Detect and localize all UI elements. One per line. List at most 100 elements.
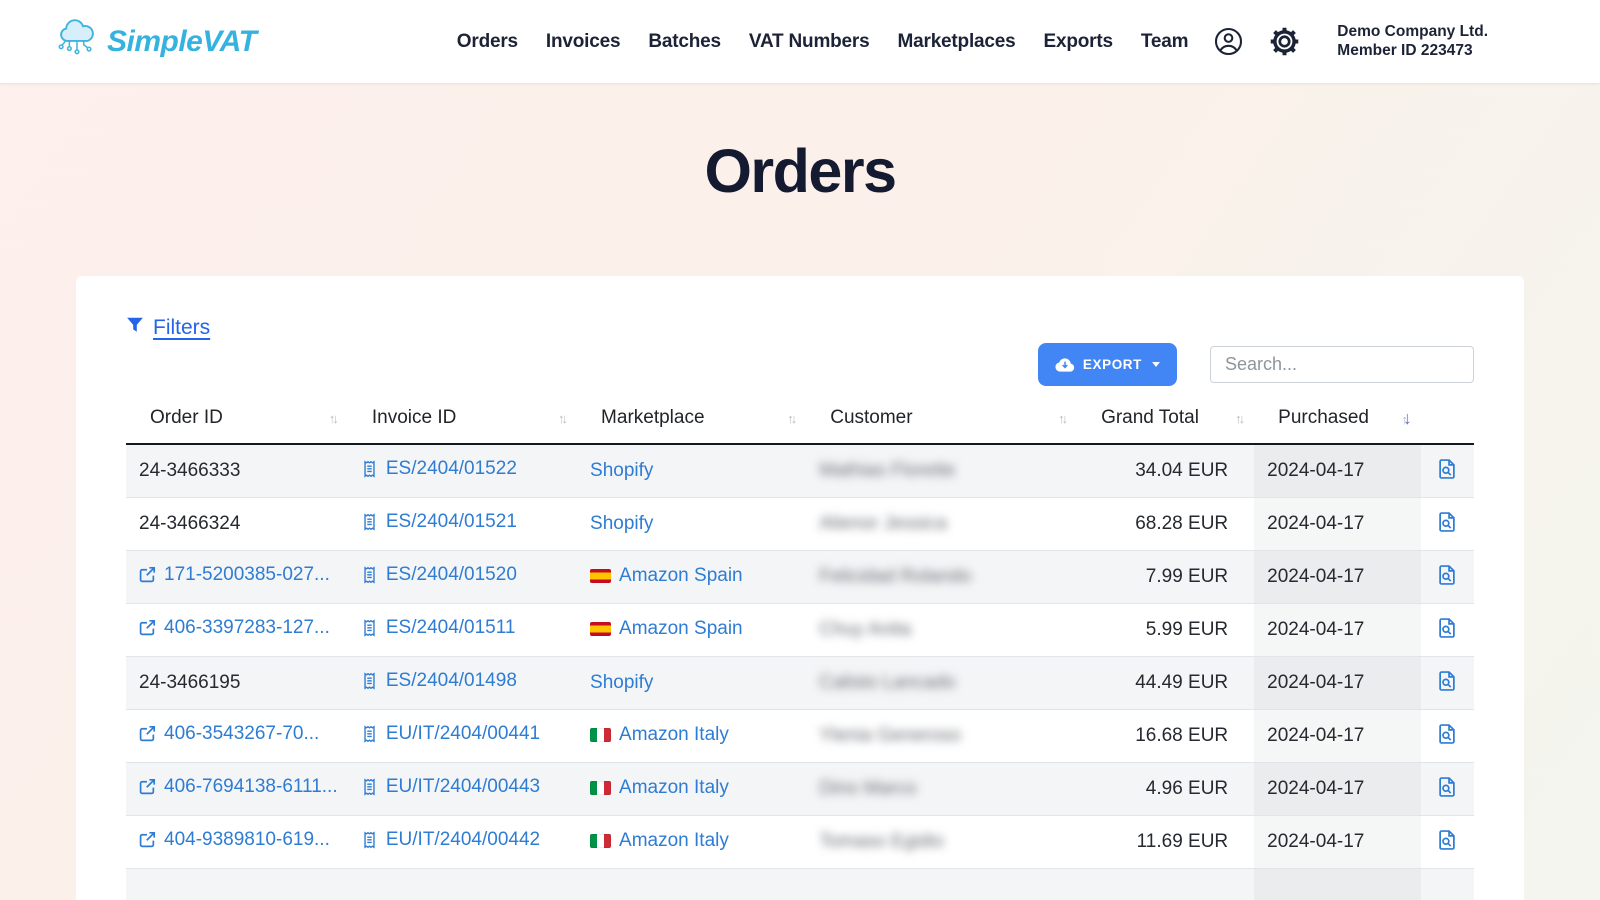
- invoice-link[interactable]: ES/2404/01498: [361, 670, 517, 692]
- column-header-actions: [1420, 395, 1474, 445]
- invoice-link[interactable]: ES/2404/01521: [361, 511, 517, 533]
- table-row: 406-3397283-127... ES/2404/01511 Amazon Sp…: [126, 603, 1474, 657]
- filters-label: Filters: [153, 316, 211, 339]
- grand-total-cell: 11.69 EUR: [1077, 815, 1255, 869]
- order-id: 24-3466333: [139, 459, 241, 481]
- grand-total-cell: 16.68 EUR: [1077, 709, 1255, 763]
- column-header-customer[interactable]: Customer ↑↓: [806, 395, 1078, 445]
- column-header-grand-total[interactable]: Grand Total ↑↓: [1077, 395, 1255, 445]
- order-id-cell: 24-3466195: [126, 656, 348, 710]
- filters-link[interactable]: Filters: [126, 316, 210, 340]
- nav-item-marketplaces[interactable]: Marketplaces: [897, 30, 1016, 52]
- marketplace-cell: Amazon Spain: [577, 550, 807, 604]
- table-row: 171-5200385-027... ES/2404/01520 Amazon Sp…: [126, 550, 1474, 604]
- customer-name: Tomaso Egidio: [819, 830, 944, 852]
- nav-item-invoices[interactable]: Invoices: [545, 30, 621, 52]
- nav-item-vat-numbers[interactable]: VAT Numbers: [748, 30, 870, 52]
- order-id-cell: 406-3397283-127...: [126, 603, 348, 657]
- marketplace-link[interactable]: Shopify: [590, 459, 654, 481]
- grand-total-cell: 7.99 EUR: [1077, 550, 1255, 604]
- view-invoice-button[interactable]: [1434, 615, 1460, 641]
- order-link[interactable]: 406-3543267-70...: [139, 723, 319, 745]
- account-icon[interactable]: [1214, 27, 1243, 56]
- receipt-icon: [361, 724, 378, 743]
- marketplace-link[interactable]: Amazon Spain: [590, 565, 743, 587]
- customer-cell: Alienor Jessica: [806, 497, 1078, 551]
- order-link[interactable]: 404-9389810-619...: [139, 829, 330, 851]
- view-invoice-button[interactable]: [1434, 721, 1460, 747]
- customer-name: Calisto Lancado: [819, 671, 956, 693]
- action-cell: [1420, 656, 1474, 710]
- grand-total-cell: 4.96 EUR: [1077, 762, 1255, 816]
- settings-gear-icon[interactable]: [1270, 27, 1299, 56]
- receipt-icon: [361, 565, 378, 584]
- order-link[interactable]: 406-3397283-127...: [139, 617, 330, 639]
- nav-item-batches[interactable]: Batches: [648, 30, 721, 52]
- marketplace-link[interactable]: Shopify: [590, 512, 654, 534]
- page-title: Orders: [704, 137, 897, 205]
- invoice-id-cell: ES/2404/01511: [347, 603, 578, 657]
- sort-desc-icon: ↑↓: [1401, 407, 1412, 428]
- invoice-link[interactable]: ES/2404/01522: [361, 458, 517, 480]
- invoice-link[interactable]: EU/IT/2404/00442: [361, 829, 540, 851]
- marketplace-link[interactable]: Amazon Italy: [590, 830, 729, 852]
- file-search-icon: [1436, 829, 1458, 851]
- marketplace-link[interactable]: Amazon Italy: [590, 724, 729, 746]
- receipt-icon: [361, 671, 378, 690]
- view-invoice-button[interactable]: [1434, 774, 1460, 800]
- export-button[interactable]: EXPORT: [1037, 343, 1177, 386]
- italy-flag-icon: [590, 780, 612, 795]
- invoice-id-cell: EU/IT/2404/00441: [347, 709, 578, 763]
- marketplace-link[interactable]: Amazon Spain: [590, 618, 743, 640]
- purchased-cell: 2024-04-17: [1254, 815, 1421, 869]
- purchased-cell: 2024-04-17: [1254, 762, 1421, 816]
- customer-name: Chuy Anita: [819, 618, 912, 640]
- invoice-link[interactable]: EU/IT/2404/00441: [361, 723, 540, 745]
- table-row: 24-3466195 ES/2404/01498 Shopify Calisto La…: [126, 656, 1474, 710]
- order-link[interactable]: 406-7694138-6111...: [139, 776, 338, 798]
- marketplace-cell: Amazon Italy: [577, 709, 807, 763]
- column-header-order-id[interactable]: Order ID ↑↓: [126, 395, 348, 445]
- order-id: 24-3466324: [139, 512, 241, 534]
- order-link[interactable]: 171-5200385-027...: [139, 564, 330, 586]
- view-invoice-button[interactable]: [1434, 562, 1460, 588]
- invoice-link[interactable]: ES/2404/01511: [361, 617, 515, 639]
- navbar: SimpleVAT Orders Invoices Batches VAT Numbe…: [0, 0, 1600, 83]
- marketplace-link[interactable]: Amazon Italy: [590, 777, 729, 799]
- view-invoice-button[interactable]: [1434, 668, 1460, 694]
- action-cell: [1420, 550, 1474, 604]
- view-invoice-button[interactable]: [1434, 456, 1460, 482]
- customer-name: Dino Marco: [819, 777, 917, 799]
- orders-table: Order ID ↑↓ Invoice ID ↑↓ Marketplace ↑↓ Custo…: [126, 395, 1474, 900]
- sort-icon: ↑↓: [787, 410, 797, 426]
- view-invoice-button[interactable]: [1434, 827, 1460, 853]
- invoice-link[interactable]: ES/2404/01520: [361, 564, 517, 586]
- grand-total-cell: 34.04 EUR: [1077, 444, 1255, 498]
- sort-icon: ↑↓: [328, 410, 339, 426]
- action-cell: [1420, 762, 1474, 816]
- column-header-purchased[interactable]: Purchased ↑↓: [1254, 395, 1421, 445]
- column-header-marketplace[interactable]: Marketplace ↑↓: [577, 395, 807, 445]
- purchased-cell: 2024-04-17: [1254, 603, 1421, 657]
- column-label: Customer: [830, 407, 913, 428]
- table-row: 406-3543267-70... EU/IT/2404/00441 Amazon …: [126, 709, 1474, 763]
- customer-name: Mathias Florette: [819, 459, 956, 481]
- action-cell: [1420, 815, 1474, 869]
- nav-item-orders[interactable]: Orders: [456, 30, 518, 52]
- view-invoice-button[interactable]: [1434, 509, 1460, 535]
- nav-icons: [1214, 27, 1299, 56]
- invoice-link[interactable]: EU/IT/2404/00443: [361, 776, 540, 798]
- column-label: Invoice ID: [371, 407, 457, 428]
- search-input[interactable]: [1210, 346, 1474, 383]
- column-label: Grand Total: [1101, 407, 1199, 428]
- column-header-invoice-id[interactable]: Invoice ID ↑↓: [347, 395, 578, 445]
- external-link-icon: [139, 619, 156, 636]
- nav-item-exports[interactable]: Exports: [1043, 30, 1114, 52]
- table-row: 24-3466333 ES/2404/01522 Shopify Mathias Fl…: [126, 444, 1474, 498]
- brand-logo[interactable]: SimpleVAT: [56, 16, 257, 67]
- marketplace-link[interactable]: Shopify: [590, 671, 654, 693]
- external-link-icon: [139, 831, 156, 848]
- nav-item-team[interactable]: Team: [1140, 30, 1189, 52]
- marketplace-cell: Shopify: [577, 656, 807, 710]
- order-id-cell: 406-3543267-70...: [126, 709, 348, 763]
